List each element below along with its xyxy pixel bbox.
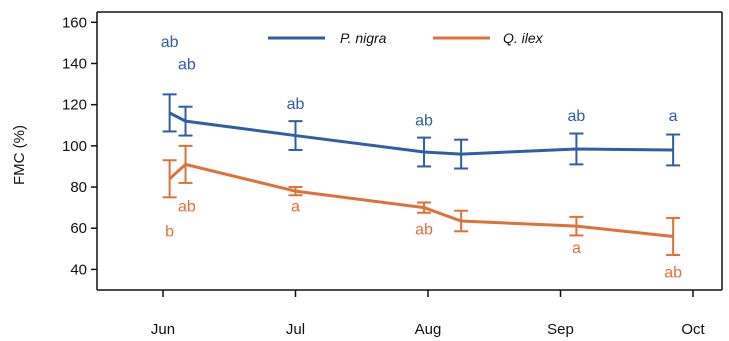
y-tick-label: 140 xyxy=(62,55,87,72)
error-bar xyxy=(454,209,469,233)
y-axis-title: FMC (%) xyxy=(11,125,28,185)
x-ticks: Jun Jul Aug Sep Oct xyxy=(151,290,705,338)
significance-label: a xyxy=(572,240,581,257)
error-bar xyxy=(178,105,193,137)
error-bar xyxy=(417,136,432,168)
y-tick-label: 80 xyxy=(70,179,87,196)
significance-label: ab xyxy=(568,108,586,125)
error-bar xyxy=(288,186,303,197)
error-bar xyxy=(569,132,584,166)
error-bar xyxy=(666,216,681,256)
error-bar xyxy=(666,133,681,167)
significance-label: ab xyxy=(415,112,433,129)
y-tick-label: 60 xyxy=(70,220,87,237)
legend-label-p-nigra: P. nigra xyxy=(340,30,387,46)
significance-label: b xyxy=(165,223,174,240)
error-bar xyxy=(417,201,432,214)
y-tick-label: 100 xyxy=(62,138,87,155)
axes xyxy=(96,11,723,291)
significance-label: ab xyxy=(178,199,196,216)
error-bar xyxy=(288,120,303,151)
significance-label: ab xyxy=(415,221,433,238)
error-bar xyxy=(162,159,177,199)
x-tick-label: Aug xyxy=(415,321,442,338)
x-tick-label: Sep xyxy=(547,321,574,338)
significance-label: ab xyxy=(287,96,305,113)
error-bar xyxy=(454,138,469,170)
series-p-nigra: ab ab ab ab ab a xyxy=(161,34,681,170)
error-bar xyxy=(162,93,177,133)
legend: P. nigra Q. ilex xyxy=(268,30,544,46)
y-tick-label: 120 xyxy=(62,97,87,114)
error-bar xyxy=(569,215,584,237)
x-tick-label: Jun xyxy=(151,321,175,338)
x-tick-label: Jul xyxy=(286,321,305,338)
significance-label: a xyxy=(291,199,300,216)
legend-label-q-ilex: Q. ilex xyxy=(503,30,544,46)
y-tick-label: 160 xyxy=(62,14,87,31)
significance-label: ab xyxy=(664,265,682,282)
y-ticks: 40 60 80 100 120 140 160 xyxy=(62,14,97,278)
y-tick-label: 40 xyxy=(70,261,87,278)
significance-label: a xyxy=(669,108,678,125)
error-bar xyxy=(178,144,193,184)
significance-label: ab xyxy=(178,57,196,74)
x-tick-label: Oct xyxy=(681,321,705,338)
significance-label: ab xyxy=(161,34,179,51)
